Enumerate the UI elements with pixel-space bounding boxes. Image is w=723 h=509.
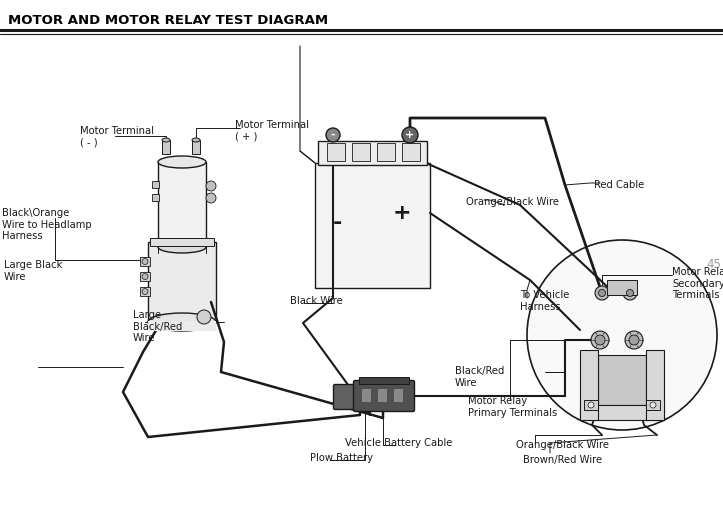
Bar <box>402 143 420 161</box>
Bar <box>318 141 427 165</box>
Bar <box>315 163 430 288</box>
Ellipse shape <box>158 241 206 253</box>
Bar <box>152 194 159 201</box>
Bar <box>327 143 345 161</box>
Circle shape <box>595 335 605 345</box>
Text: MOTOR AND MOTOR RELAY TEST DIAGRAM: MOTOR AND MOTOR RELAY TEST DIAGRAM <box>8 14 328 27</box>
Bar <box>140 272 150 281</box>
Bar <box>352 143 370 161</box>
Circle shape <box>623 286 637 300</box>
Circle shape <box>527 240 717 430</box>
Circle shape <box>142 273 148 279</box>
Bar <box>148 321 216 331</box>
Ellipse shape <box>158 156 206 168</box>
Circle shape <box>627 290 633 297</box>
Circle shape <box>588 402 594 408</box>
Ellipse shape <box>162 138 170 142</box>
Bar <box>362 389 370 401</box>
Text: Motor Terminal
( + ): Motor Terminal ( + ) <box>235 120 309 142</box>
Circle shape <box>595 286 609 300</box>
Circle shape <box>650 402 656 408</box>
Text: Brown/Red Wire: Brown/Red Wire <box>523 455 602 465</box>
Text: Black Wire: Black Wire <box>290 296 343 306</box>
Bar <box>580 405 664 420</box>
Text: Red Cable: Red Cable <box>594 180 644 190</box>
Bar <box>580 350 598 420</box>
Ellipse shape <box>192 138 200 142</box>
Text: Orange/Black Wire: Orange/Black Wire <box>466 197 559 207</box>
Text: +: + <box>393 203 411 223</box>
Bar <box>158 162 206 247</box>
Text: Vehicle Battery Cable: Vehicle Battery Cable <box>345 438 453 448</box>
Text: Large
Black/Red
Wire: Large Black/Red Wire <box>133 310 182 343</box>
Bar <box>152 181 159 188</box>
FancyBboxPatch shape <box>333 384 388 410</box>
Bar <box>148 242 216 322</box>
Bar <box>150 238 214 246</box>
Circle shape <box>142 259 148 265</box>
Circle shape <box>206 181 216 191</box>
Circle shape <box>629 335 639 345</box>
Bar <box>598 355 646 405</box>
Ellipse shape <box>148 313 216 331</box>
Text: 45: 45 <box>706 259 721 271</box>
Circle shape <box>326 128 340 142</box>
Circle shape <box>625 331 643 349</box>
Circle shape <box>591 331 609 349</box>
Text: Large Black
Wire: Large Black Wire <box>4 260 62 281</box>
Text: Black/Red
Wire: Black/Red Wire <box>455 366 505 387</box>
Text: Black\Orange
Wire to Headlamp
Harness: Black\Orange Wire to Headlamp Harness <box>2 208 92 241</box>
Text: To Vehicle
Harness: To Vehicle Harness <box>520 290 570 312</box>
Bar <box>140 287 150 296</box>
Text: Motor Terminal
( - ): Motor Terminal ( - ) <box>80 126 154 148</box>
Text: -: - <box>333 213 342 233</box>
Text: Motor Relay
Secondary
Terminals: Motor Relay Secondary Terminals <box>672 267 723 300</box>
Bar <box>377 143 395 161</box>
Text: Orange/Black Wire: Orange/Black Wire <box>516 440 609 450</box>
Circle shape <box>599 290 605 297</box>
Bar <box>394 389 402 401</box>
Bar <box>140 257 150 266</box>
FancyBboxPatch shape <box>354 381 414 411</box>
Bar <box>192 140 200 154</box>
Bar <box>378 389 386 401</box>
Circle shape <box>206 193 216 203</box>
Bar <box>162 140 170 154</box>
Text: -: - <box>330 130 335 140</box>
Bar <box>584 400 598 410</box>
Bar <box>607 280 637 295</box>
Circle shape <box>197 310 211 324</box>
Circle shape <box>142 289 148 295</box>
Text: Motor Relay
Primary Terminals: Motor Relay Primary Terminals <box>468 396 557 417</box>
Circle shape <box>402 127 418 143</box>
Bar <box>646 400 660 410</box>
Bar <box>646 350 664 420</box>
Text: Plow Battery: Plow Battery <box>310 453 373 463</box>
Bar <box>359 377 409 384</box>
Text: +: + <box>406 130 414 140</box>
